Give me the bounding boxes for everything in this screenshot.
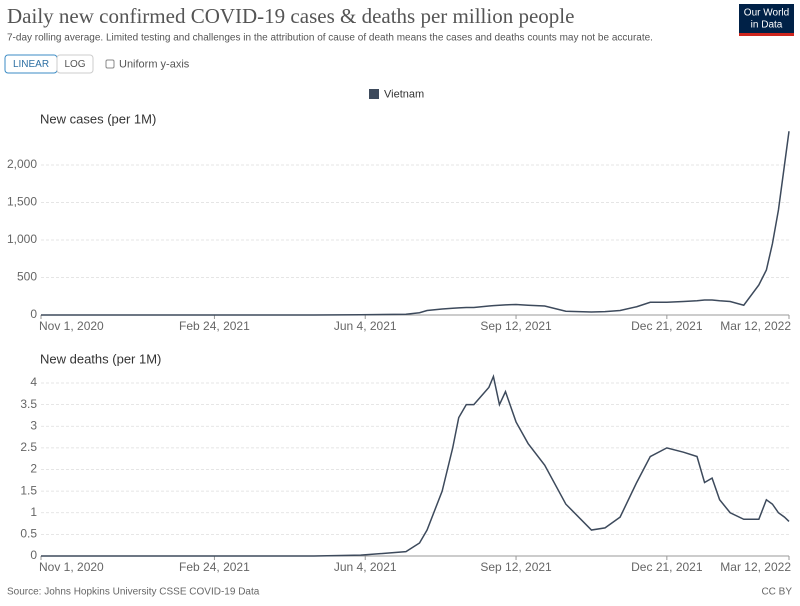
source: Source: Johns Hopkins University CSSE CO… bbox=[7, 587, 260, 598]
y-tick-label: 3 bbox=[30, 418, 37, 432]
legend-label[interactable]: Vietnam bbox=[384, 88, 424, 100]
data-line bbox=[41, 374, 790, 557]
y-tick-label: 2,000 bbox=[7, 157, 37, 171]
panel-title: New deaths (per 1M) bbox=[40, 351, 161, 366]
y-tick-label: 0 bbox=[30, 307, 37, 321]
y-tick-label: 0 bbox=[30, 548, 37, 562]
y-tick-label: 1.5 bbox=[20, 483, 37, 497]
y-tick-label: 2 bbox=[30, 462, 37, 476]
uniform-label: Uniform y-axis bbox=[119, 58, 190, 70]
y-tick-label: 1 bbox=[30, 505, 37, 519]
logo-text: Our World bbox=[744, 8, 789, 19]
log-label: LOG bbox=[64, 59, 85, 70]
y-tick-label: 4 bbox=[30, 375, 37, 389]
x-tick-label: Jun 4, 2021 bbox=[334, 560, 397, 574]
data-line bbox=[40, 131, 790, 316]
license: CC BY bbox=[761, 587, 792, 598]
x-tick-label: Nov 1, 2020 bbox=[39, 560, 104, 574]
y-tick-label: 3.5 bbox=[20, 397, 37, 411]
logo-box bbox=[739, 4, 794, 35]
x-tick-label: Mar 12, 2022 bbox=[720, 319, 791, 333]
log-button[interactable] bbox=[56, 54, 94, 74]
legend-swatch bbox=[369, 89, 379, 99]
y-tick-label: 2.5 bbox=[20, 440, 37, 454]
y-tick-label: 1,500 bbox=[7, 195, 37, 209]
x-tick-label: Dec 21, 2021 bbox=[631, 560, 703, 574]
page-title: Daily new confirmed COVID-19 cases & dea… bbox=[7, 4, 574, 28]
x-tick-label: Sep 12, 2021 bbox=[480, 319, 552, 333]
x-tick-label: Feb 24, 2021 bbox=[179, 560, 250, 574]
y-tick-label: 0.5 bbox=[20, 527, 37, 541]
y-tick-label: 1,000 bbox=[7, 232, 37, 246]
y-tick-label: 500 bbox=[17, 270, 37, 284]
uniform-checkbox[interactable] bbox=[105, 59, 115, 69]
subtitle: 7-day rolling average. Limited testing a… bbox=[7, 33, 653, 44]
x-tick-label: Nov 1, 2020 bbox=[39, 319, 104, 333]
x-tick-label: Feb 24, 2021 bbox=[179, 319, 250, 333]
x-tick-label: Sep 12, 2021 bbox=[480, 560, 552, 574]
x-tick-label: Mar 12, 2022 bbox=[720, 560, 791, 574]
linear-label: LINEAR bbox=[13, 59, 49, 70]
logo-stripe bbox=[739, 33, 794, 36]
x-tick-label: Dec 21, 2021 bbox=[631, 319, 703, 333]
panel-title: New cases (per 1M) bbox=[40, 111, 156, 126]
x-tick-label: Jun 4, 2021 bbox=[334, 319, 397, 333]
logo-text: in Data bbox=[751, 20, 783, 31]
